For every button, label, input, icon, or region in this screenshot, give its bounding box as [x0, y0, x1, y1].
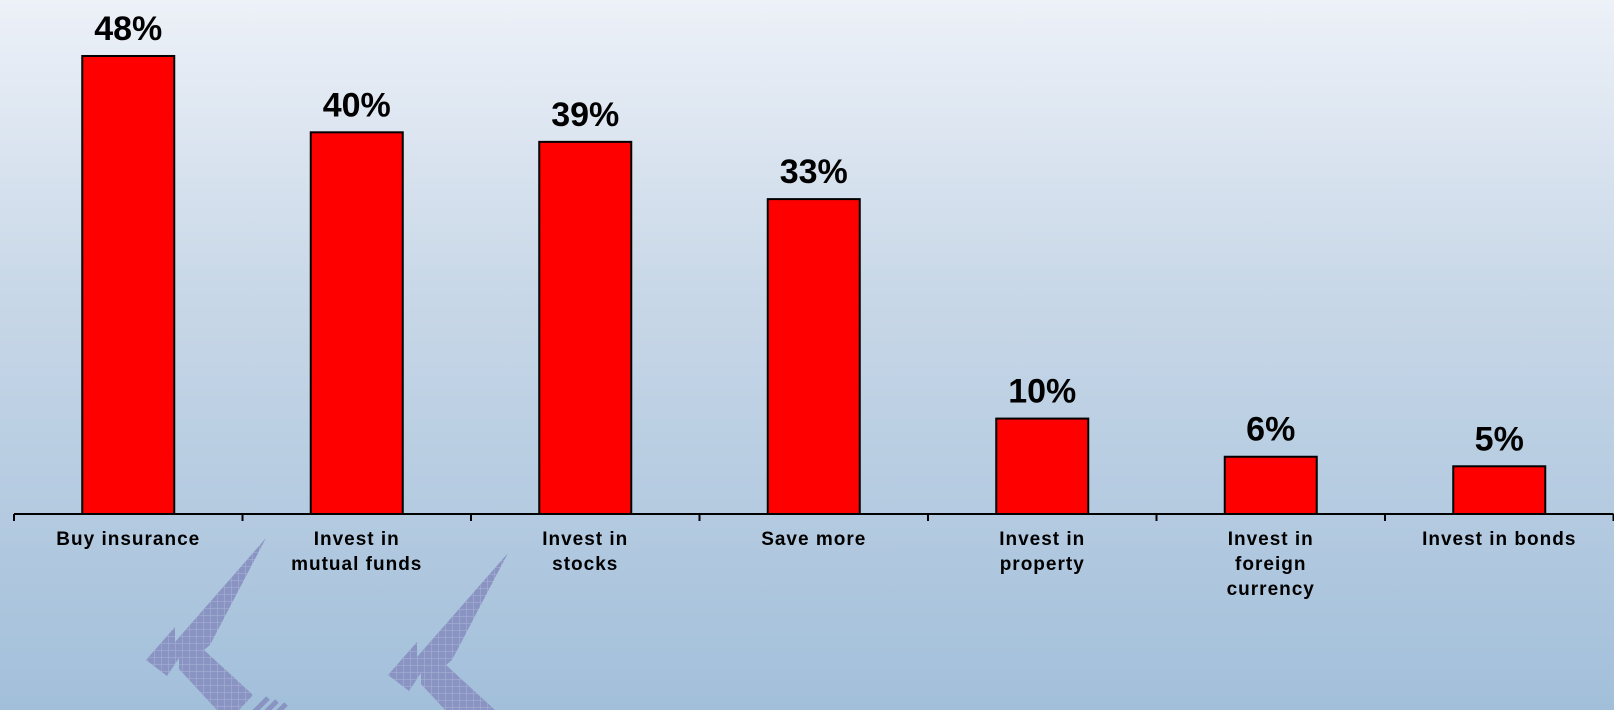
- category-label: Invest in mutual funds: [291, 529, 422, 575]
- bar: [766, 198, 861, 515]
- arrow-body: [388, 553, 508, 710]
- category-label-line: Invest in: [314, 529, 400, 550]
- category-label-line: Invest in: [1228, 529, 1314, 550]
- category-label-line: mutual funds: [291, 554, 422, 575]
- up-left-arrow-icon: [146, 538, 288, 710]
- category-label: Invest in bonds: [1422, 529, 1576, 550]
- data-label: 33%: [780, 153, 848, 191]
- category-label: Invest in foreign currency: [1227, 529, 1315, 600]
- category-label-line: Invest in bonds: [1422, 529, 1576, 550]
- category-label-line: Invest in: [542, 529, 628, 550]
- category-label: Save more: [761, 529, 866, 550]
- arrow-stripe: [276, 702, 288, 710]
- bar: [1223, 455, 1318, 515]
- category-label: Invest in property: [999, 529, 1085, 575]
- bar: [81, 54, 176, 515]
- arrow-stripe: [264, 699, 279, 710]
- category-label-line: Save more: [761, 529, 866, 550]
- data-label: 5%: [1475, 420, 1524, 458]
- bar: [995, 417, 1090, 515]
- arrow-stripe: [252, 696, 270, 710]
- bars-layer: [81, 54, 1547, 516]
- data-label: 39%: [551, 96, 619, 134]
- category-label-line: stocks: [552, 554, 618, 575]
- category-label-line: property: [1000, 554, 1085, 575]
- bar: [309, 131, 404, 515]
- category-label-line: foreign: [1235, 554, 1306, 575]
- data-label: 10%: [1008, 373, 1076, 411]
- bar-chart: 48% Buy insurance 40% Invest in mutual funds…: [13, 10, 1614, 710]
- bar: [1452, 465, 1547, 516]
- category-label-line: Invest in: [999, 529, 1085, 550]
- decoration-layer: [146, 538, 508, 710]
- labels-layer: 48% Buy insurance 40% Invest in mutual funds…: [56, 10, 1576, 600]
- category-label-line: Buy insurance: [56, 529, 200, 550]
- up-left-arrow-icon: [388, 553, 508, 710]
- arrow-body: [146, 538, 266, 710]
- category-label: Buy insurance: [56, 529, 200, 550]
- data-label: 6%: [1246, 411, 1295, 449]
- data-label: 40%: [323, 86, 391, 124]
- category-label: Invest in stocks: [542, 529, 628, 575]
- category-label-line: currency: [1227, 579, 1315, 600]
- bar: [538, 140, 633, 515]
- data-label: 48%: [94, 10, 162, 48]
- chart-slide: 48% Buy insurance 40% Invest in mutual funds…: [0, 0, 1614, 710]
- x-axis: [13, 513, 1614, 521]
